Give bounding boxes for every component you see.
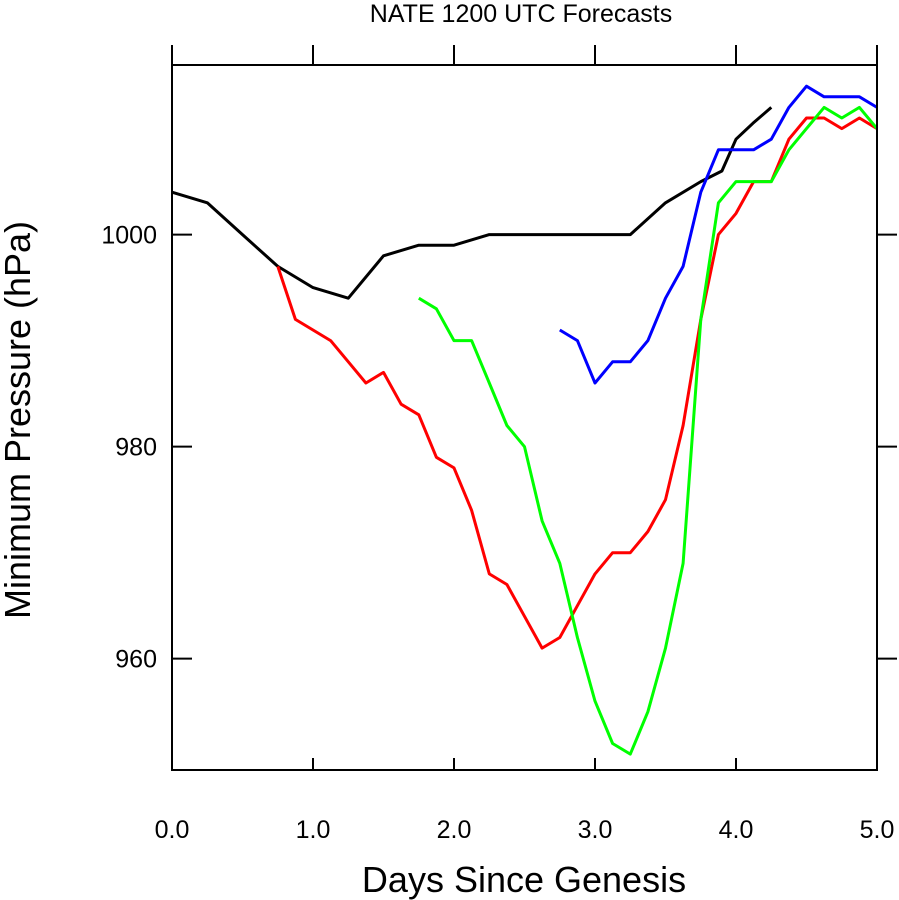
x-axis: 0.0 1.0 2.0 3.0 4.0 5.0 — [155, 45, 895, 844]
series-line-green — [418, 105, 879, 756]
x-tick-label: 2.0 — [437, 816, 472, 844]
x-tick-label: 0.0 — [155, 816, 190, 844]
plot-area — [171, 84, 879, 756]
y-tick-label: 960 — [115, 646, 157, 674]
y-tick-label: 1000 — [101, 222, 157, 250]
y-axis: 960 980 1000 — [101, 222, 897, 674]
x-tick-label: 3.0 — [578, 816, 613, 844]
series-line-red — [276, 116, 878, 650]
x-tick-label: 1.0 — [296, 816, 331, 844]
series-line-black — [171, 106, 773, 300]
y-tick-label: 980 — [115, 434, 157, 462]
x-tick-label: 4.0 — [719, 816, 754, 844]
plot-frame — [171, 64, 878, 771]
y-axis-title: Minimum Pressure (hPa) — [0, 221, 38, 619]
series-line-blue — [559, 84, 878, 385]
x-tick-label: 5.0 — [860, 816, 895, 844]
chart-title: NATE 1200 UTC Forecasts — [370, 0, 672, 28]
x-axis-title: Days Since Genesis — [362, 859, 686, 900]
